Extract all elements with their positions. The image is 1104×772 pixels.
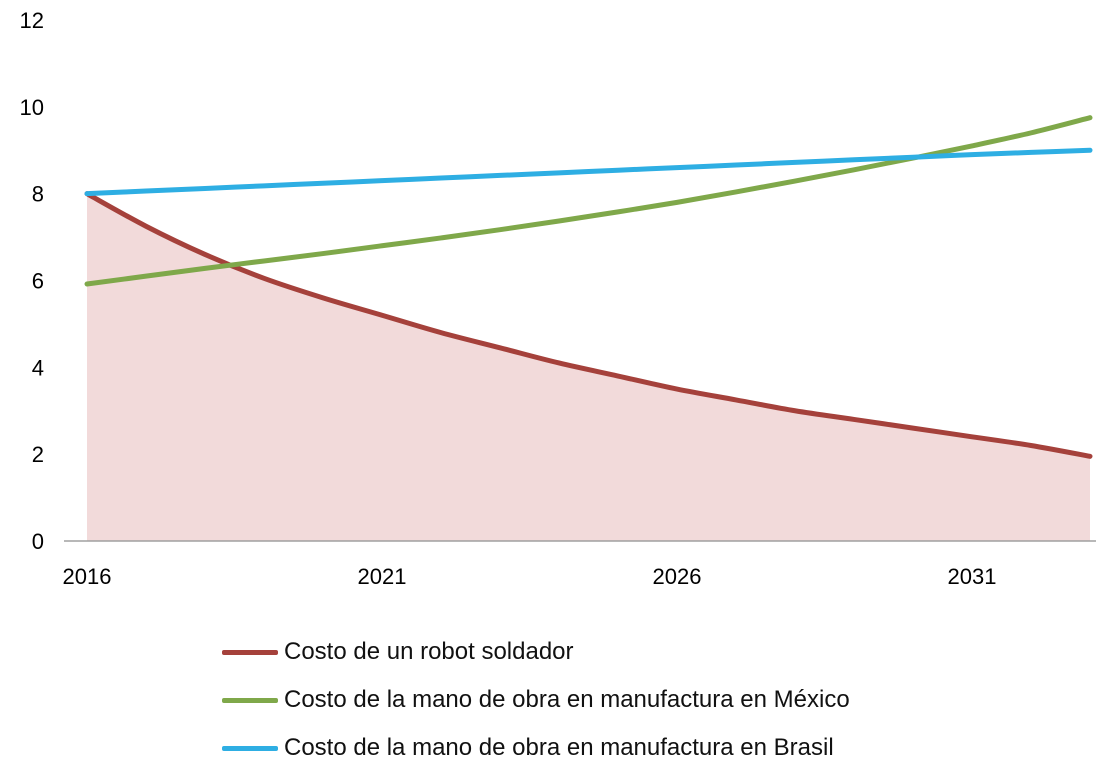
series-lines-layer bbox=[84, 115, 1093, 459]
y-tick-label: 12 bbox=[20, 8, 44, 33]
robot-area-fill bbox=[87, 193, 1090, 542]
y-tick-label: 10 bbox=[20, 95, 44, 120]
x-axis-ticks: 2016 2021 2026 2031 bbox=[63, 564, 997, 589]
x-tick-label: 2026 bbox=[653, 564, 702, 589]
y-axis-ticks: 0 2 4 6 8 10 12 bbox=[20, 8, 44, 554]
line-chart: 0 2 4 6 8 10 12 2016 2021 2026 2031 bbox=[20, 8, 1096, 589]
x-tick-label: 2031 bbox=[948, 564, 997, 589]
y-tick-label: 2 bbox=[32, 442, 44, 467]
y-tick-label: 4 bbox=[32, 355, 44, 380]
legend-label-mexico: Costo de la mano de obra en manufactura … bbox=[284, 686, 850, 713]
legend: Costo de un robot soldador Costo de la m… bbox=[222, 628, 850, 772]
x-tick-label: 2016 bbox=[63, 564, 112, 589]
series-line-mexico bbox=[84, 115, 1093, 287]
legend-item-brasil: Costo de la mano de obra en manufactura … bbox=[222, 724, 850, 772]
y-tick-label: 8 bbox=[32, 182, 44, 207]
legend-swatch-brasil bbox=[222, 745, 278, 751]
legend-item-robot: Costo de un robot soldador bbox=[222, 628, 850, 676]
series-line-brasil bbox=[84, 147, 1093, 197]
legend-item-mexico: Costo de la mano de obra en manufactura … bbox=[222, 676, 850, 724]
x-tick-label: 2021 bbox=[358, 564, 407, 589]
legend-swatch-mexico bbox=[222, 697, 278, 703]
area-fill-layer bbox=[87, 193, 1090, 542]
legend-label-robot: Costo de un robot soldador bbox=[284, 638, 574, 665]
legend-label-brasil: Costo de la mano de obra en manufactura … bbox=[284, 734, 834, 761]
y-tick-label: 0 bbox=[32, 529, 44, 554]
legend-swatch-robot bbox=[222, 649, 278, 655]
y-tick-label: 6 bbox=[32, 269, 44, 294]
series-line-robot bbox=[84, 191, 1093, 459]
